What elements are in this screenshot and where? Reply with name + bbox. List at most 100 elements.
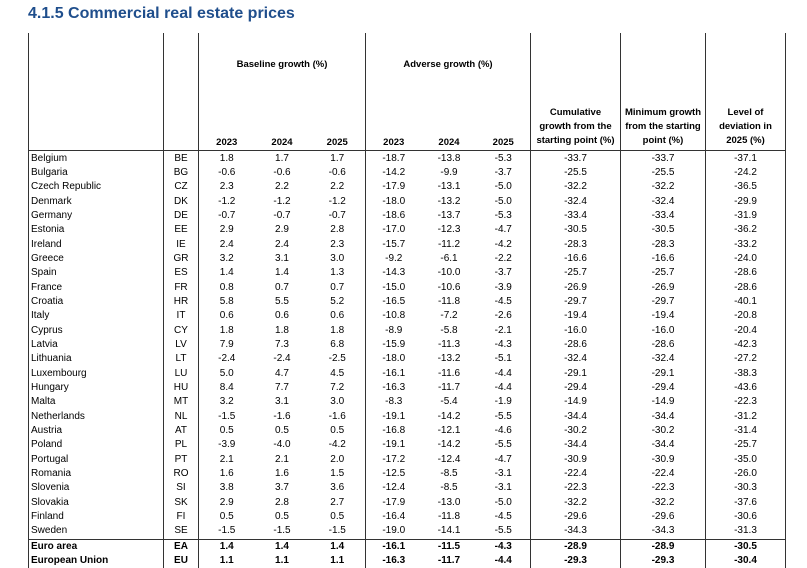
- value-cell: -19.0: [365, 524, 422, 540]
- value-cell: -11.8: [437, 295, 461, 307]
- value-cell: -15.7: [365, 237, 422, 252]
- value-cell: -31.3: [705, 524, 786, 540]
- country-name: Latvia: [28, 337, 164, 353]
- value-cell: -16.5: [365, 294, 422, 310]
- group-header: Baseline growth (%): [198, 33, 366, 136]
- value-cell: 2.3: [198, 180, 255, 195]
- country-code: FR: [163, 280, 199, 295]
- value-cell: -33.7: [530, 150, 621, 166]
- value-cell: -25.5: [530, 165, 621, 181]
- value-cell: -5.5: [494, 439, 512, 451]
- value-cell: -0.6: [328, 166, 346, 178]
- country-row: Belgium BE 1.8 1.7 1.7 -18.7 -13.8 -5.3 -33.7 -33…: [28, 150, 786, 166]
- value-cell: -30.5: [620, 223, 706, 238]
- value-cell: -26.0: [705, 466, 786, 482]
- column-header: Level of deviation in 2025 (%): [705, 33, 786, 152]
- value-cell: -32.2: [620, 495, 706, 510]
- year-header: 2025: [476, 136, 531, 152]
- value-cell: 0.5: [330, 511, 345, 523]
- value-cell: 2.1: [275, 453, 289, 465]
- value-cell: 2.2: [330, 181, 345, 193]
- value-cell: -4.3: [476, 538, 531, 554]
- value-cell: -34.4: [530, 438, 621, 453]
- value-cell: -16.6: [530, 251, 621, 267]
- country-row: Estonia EE 2.9 2.9 2.8 -17.0 -12.3 -4.7 -30.5 -30…: [28, 223, 786, 238]
- value-cell: -1.2: [328, 195, 346, 207]
- value-cell: 4.7: [275, 367, 289, 379]
- country-code: BE: [163, 150, 199, 166]
- value-cell: -14.9: [620, 395, 706, 410]
- total-row: Euro area EA 1.4 1.4 1.4 -16.1 -11.5 -4.3 -28.9-…: [28, 538, 786, 554]
- value-cell: -25.7: [620, 266, 706, 281]
- value-cell: 1.5: [330, 468, 345, 480]
- value-cell: -33.4: [620, 208, 706, 224]
- value-cell: 2.9: [198, 223, 255, 238]
- value-cell: -32.4: [530, 194, 621, 209]
- value-cell: -1.9: [494, 396, 512, 408]
- value-cell: -14.2: [437, 410, 461, 422]
- value-cell: -5.1: [494, 353, 512, 365]
- country-code: EU: [163, 553, 199, 568]
- country-name: Slovenia: [28, 481, 164, 496]
- group-header: Adverse growth (%): [365, 33, 531, 136]
- value-cell: -19.4: [620, 309, 706, 324]
- value-cell: -11.7: [437, 382, 461, 394]
- value-cell: 1.4: [198, 266, 255, 281]
- value-cell: -32.4: [530, 352, 621, 367]
- value-cell: -5.0: [494, 195, 512, 207]
- country-name: Bulgaria: [28, 165, 164, 181]
- value-cell: 1.1: [198, 553, 255, 568]
- country-row: Hungary HU 8.4 7.7 7.2 -16.3 -11.7 -4.4 -29.4 -29…: [28, 380, 786, 396]
- country-name: Cyprus: [28, 323, 164, 338]
- value-cell: 1.7: [275, 152, 289, 164]
- value-cell: -7.2: [440, 310, 458, 322]
- value-cell: -16.1: [365, 366, 422, 381]
- value-cell: 2.8: [275, 496, 289, 508]
- value-cell: -17.9: [365, 180, 422, 195]
- empty-header: [163, 33, 199, 152]
- value-cell: -14.1: [437, 525, 461, 537]
- country-code: DK: [163, 194, 199, 209]
- value-cell: -34.4: [620, 438, 706, 453]
- value-cell: 0.7: [275, 281, 289, 293]
- value-cell: -11.8: [437, 511, 461, 523]
- value-cell: -38.3: [705, 366, 786, 381]
- country-code: LV: [163, 337, 199, 353]
- value-cell: 1.3: [330, 267, 345, 279]
- country-code: EA: [163, 538, 199, 554]
- value-cell: 1.4: [254, 538, 310, 554]
- value-cell: -9.9: [440, 166, 458, 178]
- country-row: Lithuania LT -2.4 -2.4 -2.5 -18.0 -13.2 -5.1 -32…: [28, 352, 786, 367]
- value-cell: -30.5: [705, 538, 786, 554]
- value-cell: -5.3: [494, 152, 512, 164]
- value-cell: -5.5: [494, 525, 512, 537]
- country-row: Ireland IE 2.4 2.4 2.3 -15.7 -11.2 -4.2 -28.3 -28…: [28, 237, 786, 252]
- value-cell: -1.6: [273, 410, 291, 422]
- value-cell: -13.2: [437, 195, 461, 207]
- country-code: SE: [163, 524, 199, 540]
- value-cell: -20.4: [705, 323, 786, 338]
- value-cell: -4.7: [494, 224, 512, 236]
- value-cell: -5.0: [494, 181, 512, 193]
- value-cell: -10.0: [437, 267, 461, 279]
- value-cell: -8.5: [440, 468, 458, 480]
- value-cell: 0.6: [330, 310, 345, 322]
- country-row: Luxembourg LU 5.0 4.7 4.5 -16.1 -11.6 -4.4 -29.1…: [28, 366, 786, 381]
- value-cell: 0.6: [198, 309, 255, 324]
- value-cell: -1.2: [273, 195, 291, 207]
- value-cell: -1.5: [273, 525, 291, 537]
- value-cell: -31.2: [705, 409, 786, 424]
- value-cell: 3.7: [275, 482, 289, 494]
- country-code: CZ: [163, 180, 199, 195]
- value-cell: 0.5: [275, 511, 289, 523]
- value-cell: -22.3: [530, 481, 621, 496]
- country-row: Croatia HR 5.8 5.5 5.2 -16.5 -11.8 -4.5 -29.7 -29…: [28, 294, 786, 310]
- value-cell: 5.0: [198, 366, 255, 381]
- country-name: Greece: [28, 251, 164, 267]
- country-name: Czech Republic: [28, 180, 164, 195]
- country-name: Netherlands: [28, 409, 164, 424]
- value-cell: -16.1: [365, 538, 422, 554]
- value-cell: -1.5: [198, 524, 255, 540]
- country-name: Lithuania: [28, 352, 164, 367]
- country-row: Netherlands NL -1.5 -1.6 -1.6 -19.1 -14.2 -5.5 -…: [28, 409, 786, 424]
